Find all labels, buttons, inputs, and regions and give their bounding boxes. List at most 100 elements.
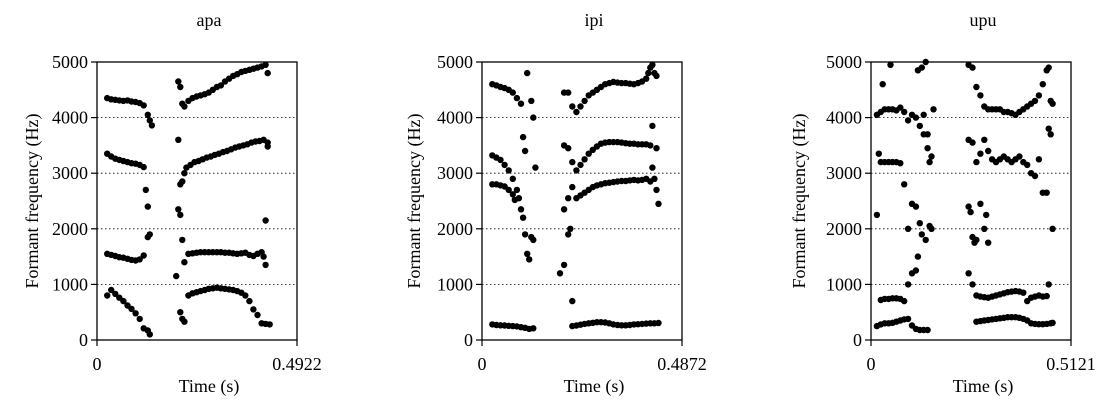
data-point — [926, 158, 933, 166]
data-point — [904, 225, 912, 232]
data-point — [264, 143, 271, 150]
data-point — [148, 122, 156, 129]
data-point — [524, 69, 531, 77]
y-tick-label: 3000 — [52, 163, 88, 183]
data-point — [1039, 81, 1047, 88]
data-point — [1031, 172, 1039, 180]
data-point — [875, 150, 882, 157]
x-axis-label: Time (s) — [564, 376, 625, 397]
data-point — [181, 170, 188, 177]
x-axis-label: Time (s) — [179, 376, 240, 397]
data-point — [904, 117, 912, 124]
data-point — [928, 225, 935, 232]
data-point — [501, 161, 508, 169]
y-tick-label: 5000 — [826, 52, 862, 72]
data-point — [1043, 189, 1050, 196]
data-point — [181, 318, 188, 325]
data-point — [530, 325, 537, 332]
data-point — [653, 186, 660, 194]
chart-title: ipi — [584, 10, 603, 30]
data-point — [897, 104, 904, 111]
data-point — [904, 315, 912, 323]
data-point — [112, 290, 119, 298]
data-point — [526, 256, 533, 263]
data-point — [175, 136, 182, 143]
data-point — [262, 61, 269, 68]
data-point — [655, 319, 662, 327]
data-point — [513, 186, 521, 194]
y-tick-label: 5000 — [437, 52, 473, 72]
data-point — [1035, 156, 1043, 163]
plot-frame — [481, 61, 683, 341]
data-point — [965, 203, 972, 210]
y-tick-label: 2000 — [437, 219, 473, 239]
data-point — [651, 175, 658, 182]
data-point — [981, 136, 988, 143]
y-tick-label: 5000 — [52, 52, 88, 72]
data-point — [649, 61, 656, 68]
y-tick-label: 1000 — [826, 274, 862, 294]
y-tick-label: 3000 — [437, 163, 473, 183]
data-point — [1047, 131, 1054, 138]
data-point — [179, 236, 186, 244]
data-point — [879, 81, 886, 88]
data-point — [177, 211, 184, 219]
y-tick-label: 4000 — [52, 108, 88, 128]
data-point — [104, 292, 111, 299]
data-point — [649, 164, 656, 171]
plot-frame — [96, 61, 298, 341]
data-point — [916, 220, 923, 227]
data-point — [912, 114, 920, 121]
data-point — [556, 270, 564, 277]
data-point — [577, 161, 584, 169]
x-tick-label-max: 0.4922 — [272, 354, 322, 374]
data-point — [1045, 281, 1052, 288]
data-point — [901, 297, 908, 305]
data-point — [649, 122, 656, 130]
data-point — [901, 181, 908, 188]
data-point — [509, 191, 516, 198]
data-point — [521, 147, 529, 155]
y-tick-label: 0 — [464, 330, 473, 350]
data-point — [108, 286, 115, 294]
y-tick-label: 2000 — [826, 219, 862, 239]
chart-title: upu — [970, 10, 997, 30]
data-point — [653, 72, 660, 80]
data-point — [983, 211, 990, 219]
data-point — [509, 89, 516, 96]
data-point — [581, 156, 588, 163]
data-point — [266, 321, 273, 328]
data-point — [912, 267, 920, 274]
plot-frame — [870, 61, 1072, 341]
data-point — [560, 206, 568, 213]
data-point — [128, 305, 135, 313]
data-point — [528, 97, 535, 105]
data-point — [521, 231, 529, 238]
data-point — [645, 69, 652, 77]
data-point — [1035, 92, 1043, 99]
data-point — [565, 145, 572, 152]
data-point — [177, 83, 184, 91]
data-point — [509, 175, 516, 182]
data-point — [530, 236, 537, 244]
data-point — [505, 186, 512, 194]
x-tick-label-max: 0.5121 — [1046, 354, 1096, 374]
data-point — [916, 122, 923, 130]
data-point — [912, 203, 920, 210]
y-tick-label: 3000 — [826, 163, 862, 183]
y-tick-label: 2000 — [52, 219, 88, 239]
data-point — [565, 195, 572, 202]
data-point — [513, 94, 521, 102]
data-point — [144, 203, 151, 210]
data-point — [904, 281, 912, 288]
data-point — [930, 106, 937, 113]
data-point — [647, 142, 654, 149]
data-point — [136, 256, 143, 263]
data-point — [1049, 225, 1056, 232]
data-point — [146, 331, 153, 338]
data-point — [581, 97, 588, 105]
data-point — [530, 114, 537, 121]
data-point — [569, 103, 576, 110]
data-point — [262, 261, 269, 269]
chart-ipi: ipi Formant frequency (Hz) Time (s) 0 0.… — [404, 10, 707, 397]
